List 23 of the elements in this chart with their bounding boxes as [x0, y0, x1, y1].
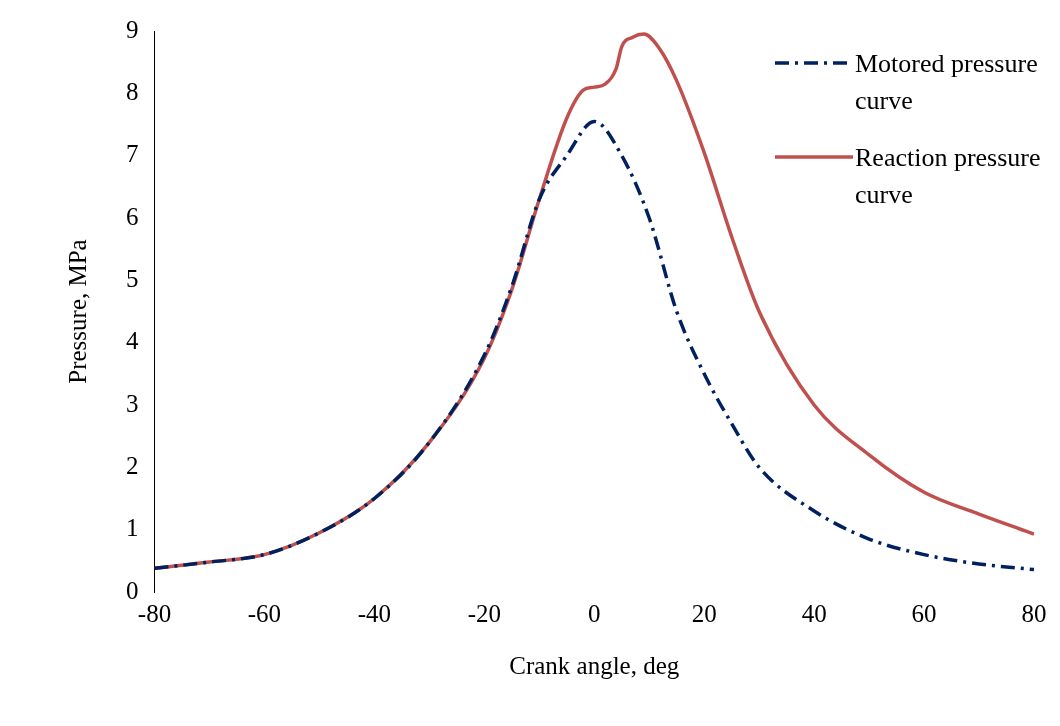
x-tick-label: 60 [911, 599, 937, 627]
x-tick-label: 40 [801, 599, 827, 627]
y-tick-label: 8 [126, 77, 139, 105]
x-tick-label: -20 [467, 599, 501, 627]
x-tick-label: 20 [691, 599, 717, 627]
x-tick-label: 0 [588, 599, 601, 627]
x-axis-title: Crank angle, deg [509, 651, 680, 679]
y-axis-title: Pressure, MPa [63, 239, 91, 384]
y-tick-label: 0 [126, 576, 139, 604]
x-tick-label: -40 [357, 599, 392, 627]
y-tick-label: 9 [126, 15, 139, 43]
y-tick-label: 4 [126, 327, 139, 355]
y-tick-label: 3 [126, 389, 139, 417]
y-tick-label: 5 [126, 264, 139, 292]
x-tick-label: -60 [247, 599, 282, 627]
x-tick-label: -80 [137, 599, 172, 627]
legend-label: Reaction pressure curve [855, 142, 1042, 211]
x-tick-label: 80 [1021, 599, 1047, 627]
y-tick-label: 6 [126, 202, 139, 230]
legend-label: Motored pressure curve [855, 48, 1039, 117]
y-tick-label: 1 [126, 514, 139, 542]
y-tick-label: 7 [126, 140, 139, 168]
y-tick-label: 2 [126, 451, 139, 479]
